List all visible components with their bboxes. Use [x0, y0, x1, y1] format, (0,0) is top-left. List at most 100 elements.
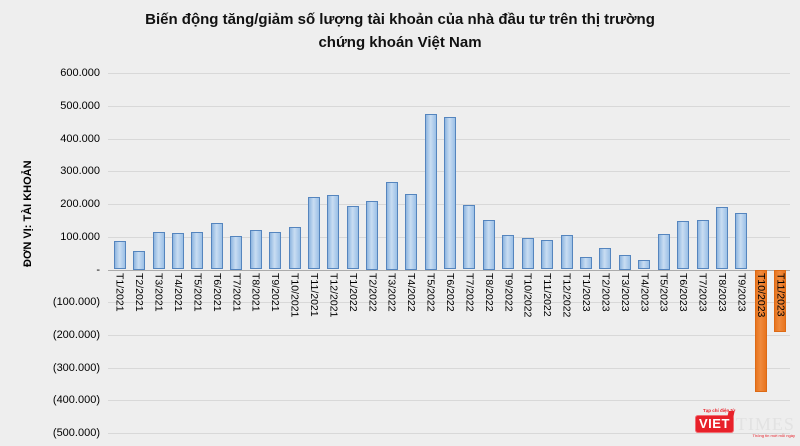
x-tick-label: T9/2022 — [502, 273, 515, 312]
y-tick-label: (500.000) — [52, 427, 100, 439]
bar-T9/2022 — [502, 235, 515, 270]
gridline — [108, 106, 790, 107]
x-tick-label: T11/2021 — [308, 273, 320, 317]
x-tick-label: T7/2022 — [463, 273, 476, 312]
chart-title-line2: chứng khoán Việt Nam — [318, 34, 482, 51]
logo-row: VIET TIMES — [695, 411, 795, 434]
y-tick-label: 400.000 — [60, 132, 100, 145]
x-tick-label: T2/2021 — [133, 273, 146, 312]
bar-T12/2021 — [327, 195, 340, 270]
x-tick-label: T6/2022 — [444, 273, 456, 312]
x-tick-label: T6/2021 — [210, 273, 223, 312]
x-tick-label: T1/2022 — [346, 273, 359, 312]
x-tick-label: T3/2023 — [618, 273, 631, 312]
y-tick-label: (300.000) — [52, 361, 100, 374]
gridline — [108, 433, 790, 434]
bar-T10/2022 — [521, 237, 534, 270]
gridline — [108, 302, 790, 304]
bar-T2/2022 — [366, 200, 379, 270]
x-tick-label: T1/2023 — [580, 273, 592, 312]
bar-T5/2022 — [424, 113, 437, 270]
bar-T5/2023 — [657, 233, 670, 270]
x-tick-label: T2/2022 — [366, 273, 379, 312]
x-tick-label: T10/2023 — [754, 273, 767, 318]
bar-T12/2022 — [560, 234, 573, 270]
viettimes-logo: Tạp chí điện tử VIET TIMES Thông tin mới… — [695, 408, 795, 439]
x-tick-label: T4/2023 — [638, 273, 651, 312]
bar-T3/2023 — [618, 254, 631, 270]
bar-T4/2021 — [172, 233, 184, 270]
gridline — [108, 367, 790, 369]
x-tick-label: T8/2022 — [482, 273, 495, 312]
x-tick-label: T2/2023 — [599, 273, 612, 312]
logo-tagline-top: Tạp chí điện tử — [703, 408, 736, 414]
logo-viet-box: VIET — [695, 415, 734, 433]
bar-T9/2021 — [269, 231, 282, 270]
bar-T11/2021 — [308, 197, 320, 270]
bar-T5/2021 — [191, 232, 204, 270]
x-tick-label: T8/2023 — [716, 273, 728, 312]
x-tick-label: T4/2021 — [172, 273, 184, 312]
bar-T1/2021 — [113, 241, 126, 270]
bar-T10/2023 — [754, 269, 767, 393]
bar-T1/2023 — [580, 256, 592, 270]
logo-times-text: TIMES — [735, 414, 795, 434]
gridline — [108, 73, 790, 75]
logo-flag-icon — [727, 411, 735, 417]
x-tick-label: T7/2023 — [696, 273, 709, 312]
x-tick-label: T6/2023 — [677, 273, 690, 312]
bar-T11/2022 — [541, 239, 554, 270]
bar-T10/2021 — [288, 226, 301, 270]
x-tick-label: T12/2021 — [327, 273, 340, 318]
bar-T7/2021 — [230, 235, 243, 270]
bar-T6/2022 — [444, 117, 456, 270]
x-tick-label: T7/2021 — [230, 273, 243, 312]
x-tick-label: T11/2023 — [774, 273, 787, 317]
bar-T7/2023 — [696, 219, 709, 270]
bar-T4/2022 — [405, 194, 418, 270]
bar-T9/2023 — [735, 212, 748, 270]
bar-T4/2023 — [638, 260, 651, 270]
bar-T11/2023 — [774, 269, 787, 332]
chart-title-line1: Biến động tăng/giảm số lượng tài khoản c… — [145, 11, 655, 28]
y-tick-label: 300.000 — [60, 165, 100, 178]
bar-T7/2022 — [463, 205, 476, 270]
y-tick-label: (100.000) — [52, 296, 100, 309]
x-tick-label: T12/2022 — [560, 273, 573, 318]
x-tick-label: T11/2022 — [541, 273, 554, 317]
logo-tagline-bottom: Thông tin mới mỗi ngày — [752, 433, 795, 438]
x-tick-label: T10/2021 — [288, 273, 301, 318]
x-tick-label: T5/2021 — [191, 273, 204, 312]
gridline — [108, 334, 790, 336]
x-tick-label: T9/2021 — [269, 273, 282, 312]
y-tick-label: 100.000 — [60, 230, 100, 243]
x-tick-label: T8/2021 — [249, 273, 262, 312]
y-tick-label: - — [96, 263, 100, 276]
x-axis-line — [108, 269, 790, 271]
bar-T8/2023 — [716, 206, 728, 270]
chart-title: Biến động tăng/giảm số lượng tài khoản c… — [40, 8, 760, 54]
x-tick-label: T9/2023 — [735, 273, 748, 312]
y-tick-label: (200.000) — [52, 328, 100, 341]
bar-T8/2022 — [482, 219, 495, 270]
y-tick-label: (400.000) — [52, 394, 100, 407]
y-axis-title: ĐƠN VỊ: TÀI KHOẢN — [22, 160, 34, 267]
y-tick-label: 200.000 — [60, 198, 100, 211]
y-tick-label: 500.000 — [60, 100, 100, 112]
x-tick-label: T3/2021 — [152, 273, 165, 312]
x-tick-label: T1/2021 — [113, 273, 126, 312]
x-tick-label: T10/2022 — [521, 273, 534, 318]
y-tick-label: 600.000 — [60, 67, 100, 80]
bar-T2/2023 — [599, 247, 612, 270]
bar-T3/2022 — [385, 181, 398, 270]
bar-T1/2022 — [346, 205, 359, 270]
bar-T6/2023 — [677, 221, 690, 270]
x-tick-label: T3/2022 — [385, 273, 398, 312]
bar-T8/2021 — [249, 229, 262, 270]
x-tick-label: T5/2022 — [424, 273, 437, 312]
gridline — [108, 400, 790, 402]
bar-T2/2021 — [133, 250, 146, 270]
bar-T3/2021 — [152, 231, 165, 270]
bar-T6/2021 — [210, 223, 223, 270]
